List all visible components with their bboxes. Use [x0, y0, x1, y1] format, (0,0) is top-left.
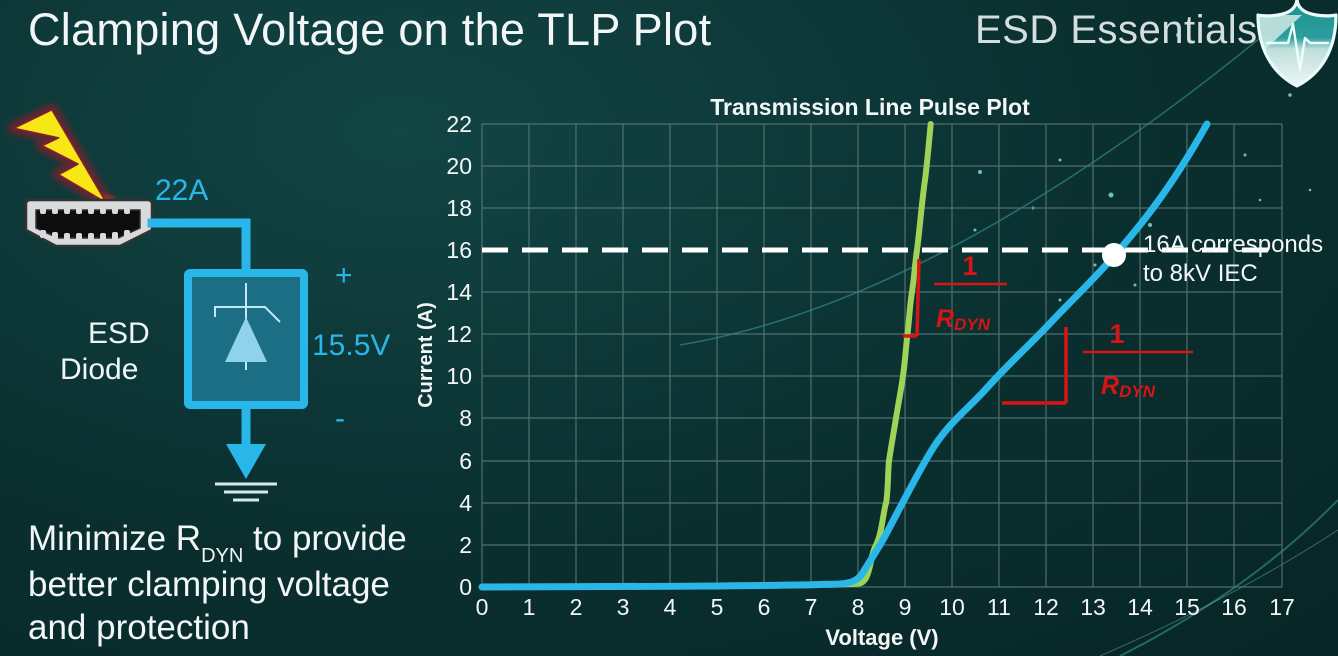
svg-text:4: 4	[459, 490, 472, 516]
svg-text:16A corresponds: 16A corresponds	[1143, 231, 1323, 258]
svg-text:16: 16	[446, 237, 472, 263]
svg-text:13: 13	[1080, 594, 1106, 620]
svg-text:2: 2	[459, 532, 472, 558]
svg-text:0: 0	[459, 574, 472, 600]
svg-text:8: 8	[459, 405, 472, 431]
svg-text:Current (A): Current (A)	[415, 302, 437, 408]
svg-text:17: 17	[1269, 594, 1295, 620]
svg-text:10: 10	[446, 363, 472, 389]
svg-text:11: 11	[987, 594, 1011, 620]
svg-text:1: 1	[523, 594, 536, 620]
svg-text:Voltage (V): Voltage (V)	[825, 625, 938, 650]
svg-text:22: 22	[446, 111, 472, 137]
svg-text:18: 18	[446, 195, 472, 221]
svg-text:6: 6	[459, 448, 472, 474]
svg-text:RDYN: RDYN	[936, 305, 991, 334]
svg-text:5: 5	[711, 594, 724, 620]
svg-text:0: 0	[476, 594, 489, 620]
svg-text:20: 20	[446, 153, 472, 179]
svg-text:9: 9	[899, 594, 912, 620]
svg-text:10: 10	[939, 594, 965, 620]
svg-text:12: 12	[1033, 594, 1059, 620]
svg-text:15: 15	[1174, 594, 1200, 620]
svg-text:Transmission Line Pulse Plo: Transmission Line Pulse Plot	[710, 94, 1030, 120]
svg-text:1: 1	[1109, 319, 1124, 349]
svg-text:14: 14	[446, 279, 472, 305]
svg-text:2: 2	[570, 594, 583, 620]
svg-text:12: 12	[446, 321, 472, 347]
svg-text:16: 16	[1221, 594, 1247, 620]
svg-text:14: 14	[1127, 594, 1153, 620]
svg-text:6: 6	[758, 594, 771, 620]
svg-text:8: 8	[852, 594, 865, 620]
svg-text:7: 7	[805, 594, 818, 620]
svg-text:to 8kV IEC: to 8kV IEC	[1143, 260, 1258, 287]
svg-text:1: 1	[962, 251, 977, 281]
svg-text:4: 4	[664, 594, 677, 620]
svg-text:3: 3	[617, 594, 630, 620]
